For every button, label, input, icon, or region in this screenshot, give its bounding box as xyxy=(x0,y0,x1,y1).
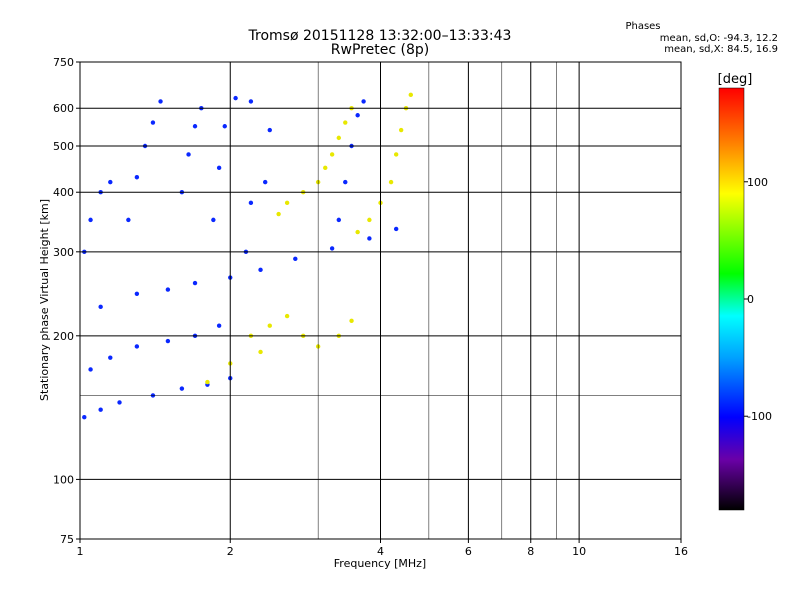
o-mode-point xyxy=(108,179,113,185)
o-mode-point xyxy=(134,291,140,296)
colorbar-tick-label: -100 xyxy=(747,410,772,423)
y-tick-label: 600 xyxy=(53,102,74,115)
x-tick-label: 8 xyxy=(527,545,534,558)
o-mode-point xyxy=(258,267,263,273)
o-mode-point xyxy=(263,179,268,185)
o-mode-point xyxy=(88,217,93,223)
o-mode-point xyxy=(329,246,335,251)
o-mode-point xyxy=(367,236,372,241)
y-tick-label: 300 xyxy=(53,246,74,259)
x-mode-point xyxy=(349,318,354,324)
y-tick-label: 100 xyxy=(53,473,74,486)
o-mode-point xyxy=(192,124,198,129)
x-mode-point xyxy=(276,211,281,217)
o-mode-point xyxy=(216,165,222,171)
y-tick-label: 75 xyxy=(60,533,74,546)
x-tick-label: 4 xyxy=(377,545,384,558)
x-axis-ticks: 1 2 4 6 8 10 16 xyxy=(77,539,688,558)
colorbar-ticks: -100 0 100 xyxy=(744,176,772,423)
o-mode-point xyxy=(216,323,222,328)
x-axis-label: Frequency [MHz] xyxy=(334,557,426,570)
x-tick-label: 6 xyxy=(465,545,472,558)
x-mode-point xyxy=(367,217,372,223)
x-mode-point xyxy=(267,323,272,328)
o-mode-point xyxy=(108,355,113,360)
o-mode-point xyxy=(98,407,103,412)
o-mode-point xyxy=(336,217,342,223)
o-mode-point xyxy=(211,217,216,223)
o-mode-point xyxy=(248,99,254,104)
o-mode-point xyxy=(126,217,131,223)
o-mode-point xyxy=(98,304,103,310)
x-mode-point xyxy=(258,349,263,355)
o-mode-point xyxy=(82,415,87,420)
x-mode-point xyxy=(336,135,342,141)
o-mode-point xyxy=(88,367,93,372)
scatter-points xyxy=(82,92,413,420)
x-mode-point xyxy=(398,127,404,133)
y-tick-label: 500 xyxy=(53,140,74,153)
o-mode-point xyxy=(165,287,171,292)
o-mode-point xyxy=(267,127,272,133)
o-mode-point xyxy=(233,95,238,101)
colorbar xyxy=(718,87,745,511)
o-mode-point xyxy=(343,179,348,185)
o-mode-point xyxy=(134,175,140,180)
o-mode-point xyxy=(158,99,163,104)
y-tick-label: 750 xyxy=(53,56,74,69)
o-mode-point xyxy=(117,400,122,405)
o-mode-point xyxy=(355,113,360,118)
colorbar-label: [deg] xyxy=(718,72,753,87)
x-mode-point xyxy=(284,313,290,319)
o-mode-point xyxy=(150,120,156,125)
y-tick-label: 400 xyxy=(53,186,74,199)
colorbar-tick-label: 100 xyxy=(747,176,768,189)
o-mode-point xyxy=(165,338,171,344)
o-mode-point xyxy=(222,124,227,129)
x-tick-label: 10 xyxy=(572,545,586,558)
x-mode-point xyxy=(343,120,348,125)
x-mode-point xyxy=(388,179,394,185)
stats-title: Phases xyxy=(625,21,661,32)
o-mode-point xyxy=(186,152,191,157)
grid-lines xyxy=(80,62,681,539)
y-axis-label: Stationary phase Virtual Height [km] xyxy=(38,199,51,401)
x-tick-label: 2 xyxy=(227,545,234,558)
o-mode-point xyxy=(293,256,298,262)
x-mode-point xyxy=(205,379,210,385)
chart-subtitle: RwPretec (8p) xyxy=(330,42,430,58)
o-mode-point xyxy=(192,280,198,286)
x-mode-point xyxy=(408,92,413,98)
x-tick-label: 16 xyxy=(674,545,688,558)
o-mode-point xyxy=(248,200,254,206)
o-mode-point xyxy=(393,226,399,232)
x-mode-point xyxy=(355,229,360,235)
x-mode-point xyxy=(393,152,399,157)
chart-title: Tromsø 20151128 13:32:00–13:33:43 xyxy=(248,28,512,44)
x-mode-point xyxy=(329,152,335,157)
o-mode-point xyxy=(361,99,366,104)
y-axis-ticks: 75 100 200 300 400 500 600 750 xyxy=(53,56,80,546)
colorbar-tick-label: 0 xyxy=(747,293,754,306)
x-mode-point xyxy=(323,165,328,171)
o-mode-point xyxy=(134,344,140,349)
x-mode-point xyxy=(284,200,290,206)
x-tick-label: 1 xyxy=(77,545,84,558)
stats-x-mode: mean, sd,X: 84.5, 16.9 xyxy=(664,44,778,55)
stats-o-mode: mean, sd,O: -94.3, 12.2 xyxy=(659,33,778,44)
y-tick-label: 200 xyxy=(53,330,74,343)
o-mode-point xyxy=(179,386,185,391)
